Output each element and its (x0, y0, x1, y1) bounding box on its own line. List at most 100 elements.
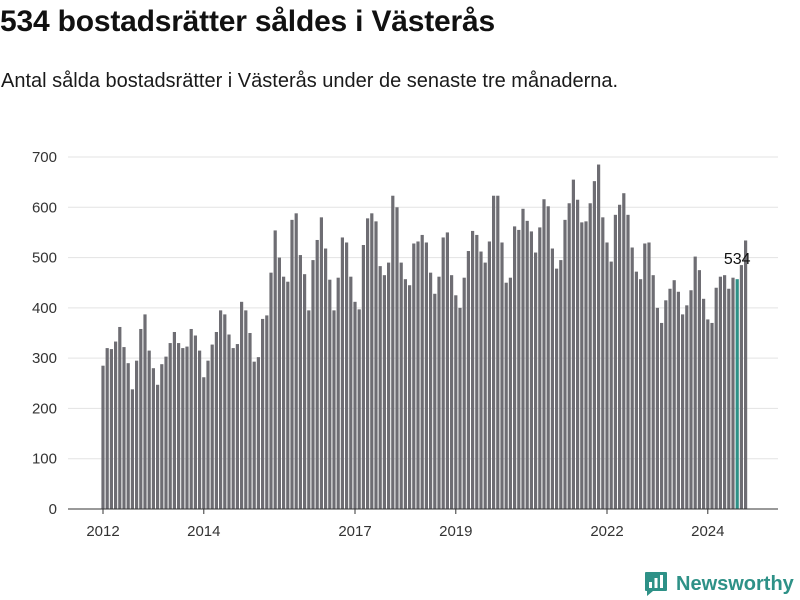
bar (277, 257, 281, 509)
bar (521, 208, 525, 510)
bar (462, 277, 466, 509)
x-tick-label: 2019 (439, 523, 472, 540)
bar (311, 260, 315, 509)
bar (441, 237, 445, 509)
bar (622, 193, 626, 509)
bar (727, 288, 731, 509)
bar (660, 322, 664, 509)
bar (639, 279, 643, 509)
bar (618, 204, 622, 509)
bar (634, 271, 638, 509)
bar (395, 207, 399, 510)
bar (143, 314, 147, 509)
bar (164, 356, 168, 509)
bar (563, 219, 567, 510)
bar (357, 309, 361, 509)
bar (542, 199, 546, 510)
bar (466, 251, 470, 509)
bar (508, 277, 512, 509)
bar (685, 305, 689, 509)
bar (219, 310, 223, 509)
bar (269, 272, 273, 509)
bar (261, 318, 265, 509)
bar (529, 231, 533, 510)
bar (471, 230, 475, 510)
bar (647, 242, 651, 510)
bar (588, 203, 592, 509)
bar (534, 252, 538, 510)
bar (605, 242, 609, 510)
bar (664, 300, 668, 509)
bar (496, 195, 500, 509)
bar (349, 276, 353, 509)
bar (353, 301, 357, 509)
bar (437, 276, 441, 509)
bar (567, 203, 571, 509)
bar (198, 350, 202, 509)
y-tick-label: 400 (32, 300, 57, 317)
bar (609, 261, 613, 509)
bar (668, 288, 672, 509)
bar (492, 195, 496, 509)
brand-name: Newsworthy (676, 573, 794, 595)
bar (613, 214, 617, 509)
bar (483, 262, 487, 509)
bar (290, 219, 294, 510)
bar (387, 262, 391, 509)
bar (282, 276, 286, 509)
bar (718, 276, 722, 509)
y-axis-labels: 0 100 200 300 400 500 600 700 (32, 149, 57, 518)
bar (643, 243, 647, 510)
bar (454, 295, 458, 509)
x-axis-ticks (102, 509, 709, 514)
y-tick-label: 600 (32, 199, 57, 216)
bar (487, 241, 491, 510)
bar (332, 310, 336, 509)
bar (702, 298, 706, 509)
bar (500, 242, 504, 510)
bar (445, 232, 449, 509)
bar (227, 334, 231, 509)
bar (744, 240, 748, 509)
bar (315, 239, 319, 509)
x-tick-label: 2022 (590, 523, 623, 540)
bar (114, 341, 118, 509)
bar (210, 344, 214, 509)
bar (479, 251, 483, 510)
bar (391, 195, 395, 509)
bar (319, 217, 323, 509)
bar (109, 349, 113, 509)
y-tick-label: 200 (32, 400, 57, 417)
bar (723, 275, 727, 509)
y-tick-label: 500 (32, 250, 57, 267)
bar (559, 260, 563, 509)
y-tick-label: 700 (32, 149, 57, 166)
x-axis-labels: 2012 2014 2017 2019 2022 2024 (86, 523, 724, 540)
bar (626, 214, 630, 509)
bar (130, 389, 134, 509)
bar (252, 361, 256, 509)
bar (555, 268, 559, 509)
bar (525, 220, 529, 510)
bar (340, 237, 344, 509)
bar (731, 277, 735, 509)
bar (382, 275, 386, 509)
bar (450, 275, 454, 509)
bar (714, 287, 718, 509)
bar (361, 245, 365, 509)
bar (231, 348, 235, 509)
bar (273, 230, 277, 510)
bar (336, 277, 340, 509)
bar (328, 279, 332, 509)
x-tick-label: 2014 (187, 523, 220, 540)
bar (504, 282, 508, 509)
bar (172, 331, 176, 509)
bar (324, 248, 328, 509)
bar (697, 270, 701, 509)
bar (202, 377, 206, 509)
bar (151, 368, 155, 509)
bar (374, 221, 378, 509)
bar (256, 357, 260, 509)
bar (168, 343, 172, 509)
